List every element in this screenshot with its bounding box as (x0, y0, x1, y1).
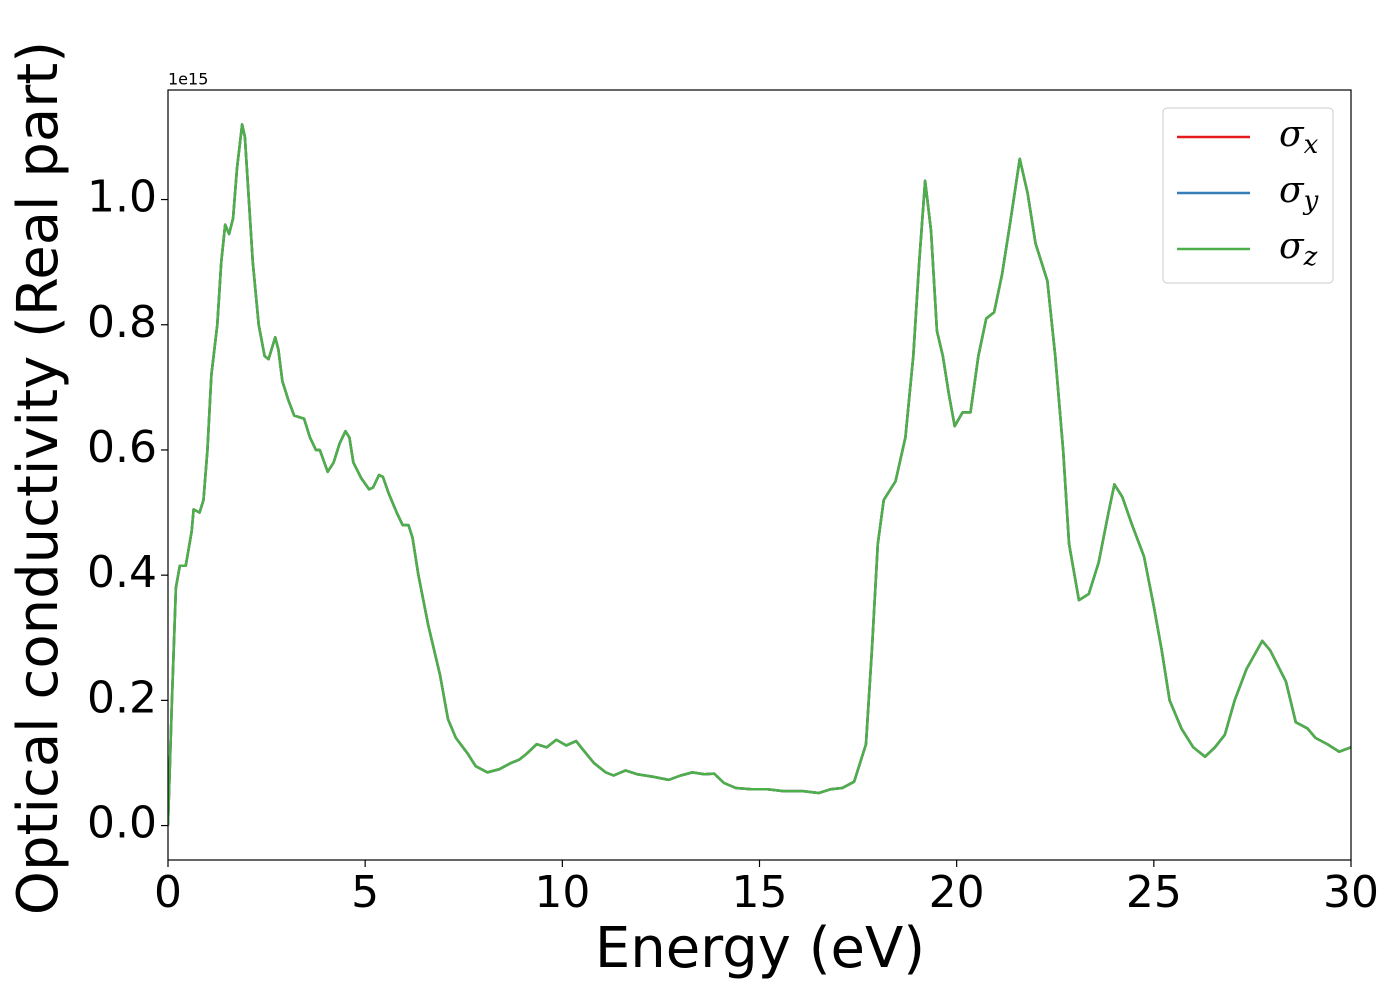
legend-label: σz (1279, 226, 1318, 272)
y-offset-label: 1e15 (168, 70, 208, 89)
x-tick-label: 25 (1126, 867, 1182, 918)
y-tick-label: 1.0 (87, 172, 157, 223)
y-axis-label: Optical conductivity (Real part) (6, 41, 71, 915)
x-tick-label: 15 (732, 867, 788, 918)
x-tick-label: 10 (534, 867, 590, 918)
x-axis-label: Energy (eV) (595, 916, 925, 981)
y-tick-label: 0.4 (87, 547, 157, 598)
legend-box (1162, 107, 1334, 284)
x-tick-label: 20 (929, 867, 985, 918)
x-tick-label: 30 (1323, 867, 1379, 918)
plot-frame (167, 89, 1352, 861)
legend-label: σx (1279, 114, 1319, 160)
y-tick-label: 0.0 (87, 798, 157, 849)
x-tick-label: 5 (351, 867, 379, 918)
y-tick-label: 0.2 (87, 672, 157, 723)
line-series (168, 123, 1351, 826)
y-tick-label: 0.8 (87, 297, 157, 348)
x-tick-label: 0 (154, 867, 182, 918)
y-tick-label: 0.6 (87, 422, 157, 473)
legend-label: σy (1279, 170, 1319, 216)
